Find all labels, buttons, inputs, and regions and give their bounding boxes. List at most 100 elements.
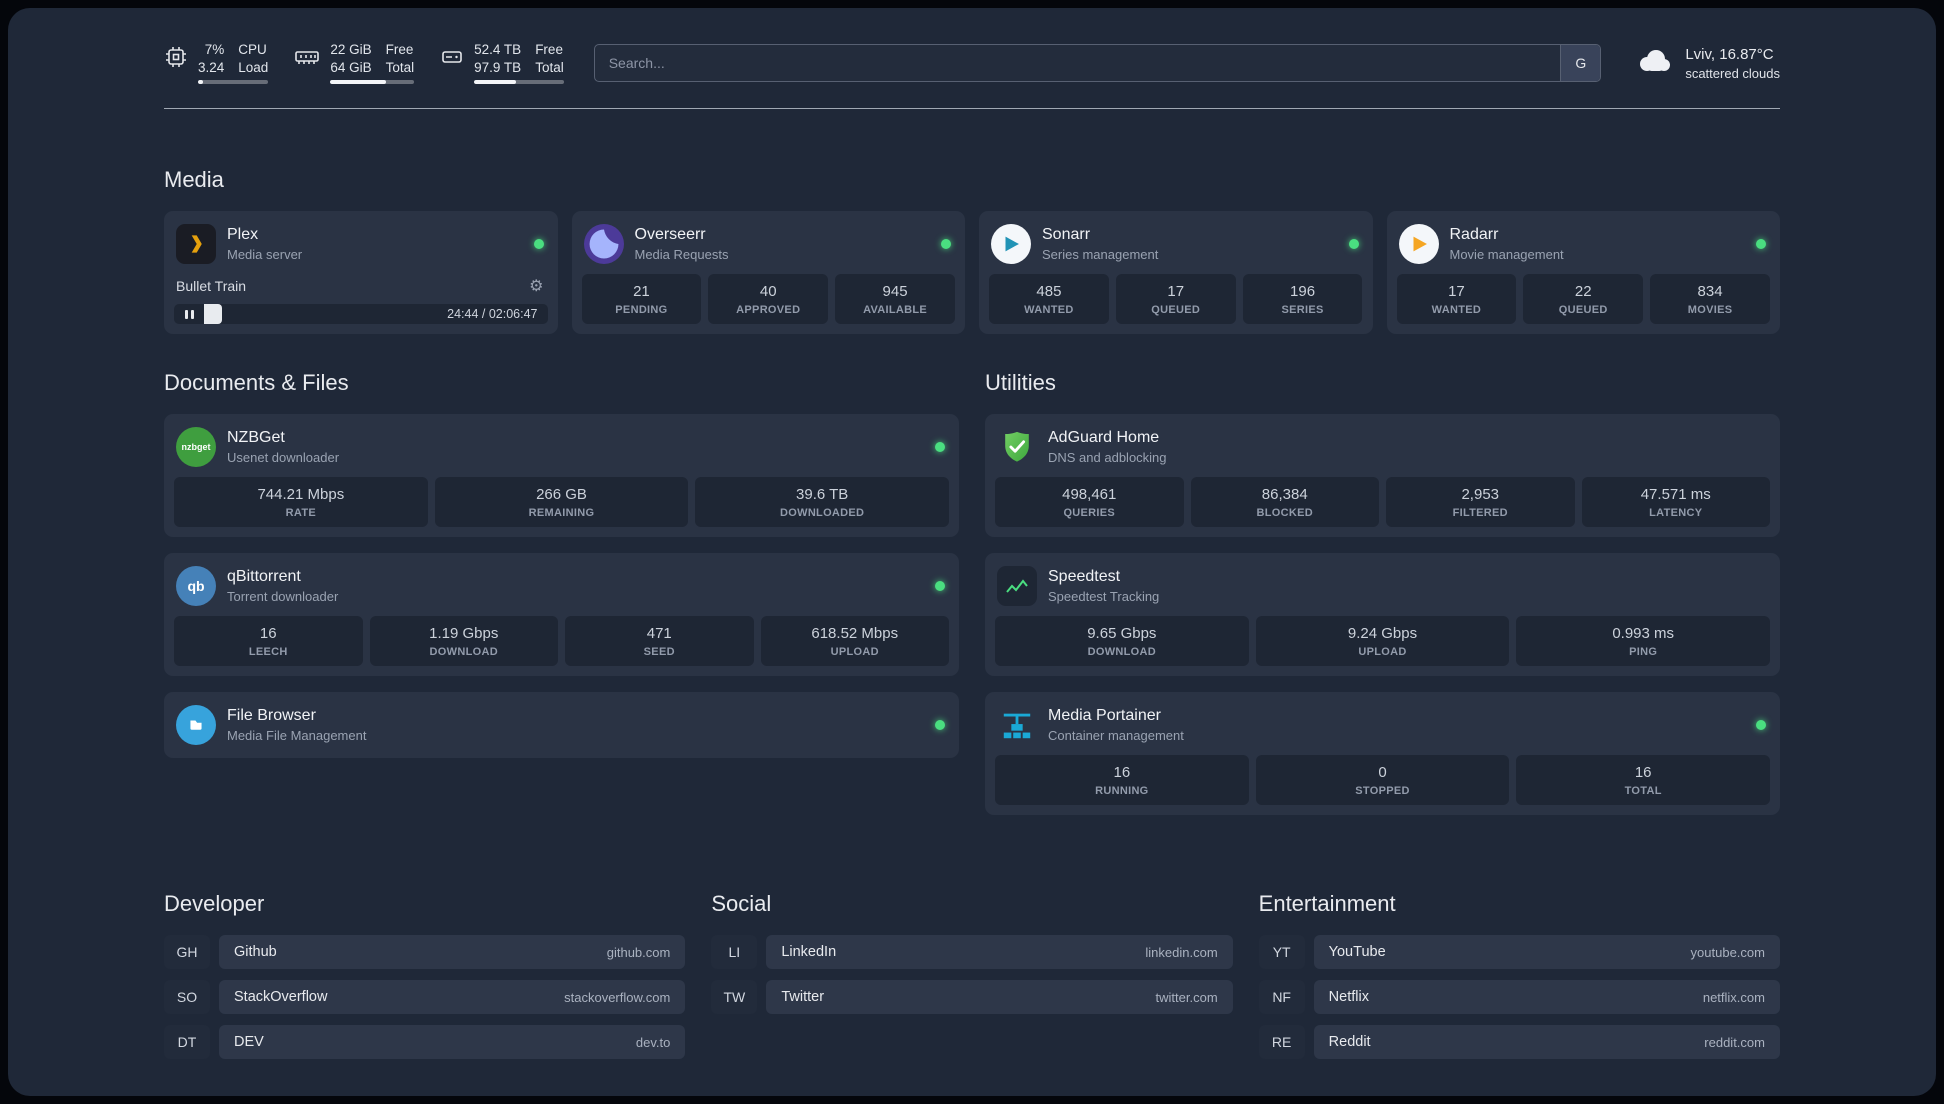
overseerr-card[interactable]: Overseerr Media Requests 21 PENDING 40 A… (571, 211, 965, 334)
search-provider-button[interactable]: G (1560, 45, 1601, 81)
filebrowser-card[interactable]: File Browser Media File Management (164, 692, 959, 758)
section-title-entertainment: Entertainment (1258, 891, 1396, 916)
cpu-percent: 7% (204, 42, 225, 57)
disk-icon (440, 42, 464, 74)
resource-widgets: 7% 3.24 CPU Load (164, 42, 564, 84)
plex-icon (176, 224, 216, 264)
stat-series: 196 SERIES (1242, 274, 1363, 324)
pause-button[interactable] (174, 304, 204, 324)
media-player-bar[interactable]: 24:44 / 02:06:47 (174, 304, 548, 324)
section-title-documents: Documents & Files (164, 370, 349, 395)
search-bar: G (593, 44, 1602, 82)
section-title-social: Social (711, 891, 772, 916)
weather-widget[interactable]: Lviv, 16.87°C scattered clouds (1635, 46, 1780, 81)
bookmark-name: DEV (234, 1034, 264, 1050)
radarr-icon (1398, 224, 1439, 264)
app-name: Speedtest (1048, 568, 1121, 585)
app-description: Media File Management (227, 728, 367, 743)
topbar: 7% 3.24 CPU Load (164, 42, 1780, 84)
bookmark-netflix[interactable]: NF Netflix netflix.com (1258, 980, 1780, 1014)
bookmark-reddit[interactable]: RE Reddit reddit.com (1258, 1025, 1780, 1059)
bookmark-twitter[interactable]: TW Twitter twitter.com (711, 980, 1233, 1014)
radarr-card[interactable]: Radarr Movie management 17 WANTED 22 QUE… (1386, 211, 1780, 334)
app-name: Radarr (1449, 226, 1499, 243)
cpu-icon (164, 42, 188, 74)
app-name: Plex (227, 226, 259, 243)
status-dot (941, 239, 951, 249)
bookmark-github[interactable]: GH Github github.com (164, 935, 686, 969)
cpu-load-label: Load (238, 60, 269, 75)
filebrowser-icon (176, 705, 216, 745)
sonarr-icon (991, 224, 1031, 264)
disk-total-label: Total (535, 60, 564, 75)
disk-free: 52.4 TB (474, 42, 522, 57)
memory-total: 64 GiB (330, 60, 372, 75)
stat-queries: 498,461 QUERIES (995, 477, 1184, 527)
weather-condition: scattered clouds (1685, 65, 1780, 81)
stat-leech: 16 LEECH (174, 616, 363, 666)
bookmark-name: LinkedIn (781, 944, 837, 960)
search-input[interactable] (594, 45, 1561, 81)
weather-location: Lviv, 16.87°C (1685, 45, 1774, 63)
stat-rate: 744.21 Mbps RATE (174, 477, 428, 527)
bookmark-url: linkedin.com (1145, 944, 1218, 960)
dashboard: 7% 3.24 CPU Load (8, 8, 1936, 1096)
bookmark-abbr: LI (711, 935, 758, 969)
nzbget-icon: nzbget (176, 427, 216, 467)
stat-movies: 834 MOVIES (1650, 274, 1770, 324)
playback-time: 24:44 / 02:06:47 (447, 307, 538, 321)
disk-free-label: Free (535, 42, 563, 57)
bookmark-group-entertainment: Entertainment YT YouTube youtube.com NF … (1258, 891, 1780, 1070)
status-dot (1756, 239, 1766, 249)
disk-total: 97.9 TB (474, 60, 522, 75)
adguard-icon (997, 427, 1037, 467)
stat-download: 9.65 Gbps DOWNLOAD (995, 616, 1249, 666)
bookmark-name: Reddit (1328, 1034, 1371, 1050)
bookmark-url: stackoverflow.com (564, 989, 671, 1005)
cpu-widget: 7% 3.24 CPU Load (164, 42, 269, 84)
bookmark-url: youtube.com (1690, 944, 1765, 960)
cpu-label: CPU (238, 42, 267, 57)
cpu-progress-bar (198, 80, 269, 84)
app-description: Speedtest Tracking (1048, 589, 1160, 604)
bookmark-url: dev.to (635, 1034, 671, 1050)
bookmark-linkedin[interactable]: LI LinkedIn linkedin.com (711, 935, 1233, 969)
progress-track[interactable] (204, 304, 435, 324)
bookmark-abbr: NF (1258, 980, 1305, 1014)
bookmark-name: Github (234, 944, 277, 960)
memory-free: 22 GiB (330, 42, 372, 57)
section-title-media: Media (164, 167, 224, 192)
app-description: Container management (1048, 728, 1184, 743)
gear-icon[interactable]: ⚙ (529, 278, 544, 295)
bookmark-stackoverflow[interactable]: SO StackOverflow stackoverflow.com (164, 980, 686, 1014)
plex-card[interactable]: Plex Media server Bullet Train ⚙ 24:44 /… (164, 211, 558, 334)
memory-progress-bar (330, 80, 415, 84)
bookmark-url: reddit.com (1704, 1034, 1765, 1050)
memory-icon (294, 42, 320, 74)
app-name: qBittorrent (227, 568, 301, 585)
speedtest-card[interactable]: Speedtest Speedtest Tracking 9.65 Gbps D… (985, 553, 1780, 676)
app-name: Overseerr (634, 226, 706, 243)
now-playing-title: Bullet Train (176, 278, 247, 294)
status-dot (1348, 239, 1359, 249)
app-description: Usenet downloader (227, 450, 340, 465)
bookmark-name: YouTube (1328, 944, 1386, 960)
app-name: File Browser (227, 707, 316, 724)
bookmark-group-social: Social LI LinkedIn linkedin.com TW Twitt… (711, 891, 1233, 1025)
stat-ping: 0.993 ms PING (1516, 616, 1771, 666)
sonarr-card[interactable]: Sonarr Series management 485 WANTED 17 Q… (979, 211, 1373, 334)
stat-blocked: 86,384 BLOCKED (1190, 477, 1379, 527)
app-description: Media Requests (634, 247, 729, 262)
bookmark-url: netflix.com (1702, 989, 1765, 1005)
adguard-card[interactable]: AdGuard Home DNS and adblocking 498,461 … (985, 414, 1780, 537)
stat-wanted: 17 WANTED (1396, 274, 1517, 324)
nzbget-card[interactable]: nzbget NZBGet Usenet downloader 744.21 M… (164, 414, 959, 537)
memory-widget: 22 GiB 64 GiB Free Total (294, 42, 415, 84)
bookmark-dev[interactable]: DT DEV dev.to (164, 1025, 686, 1059)
bookmark-youtube[interactable]: YT YouTube youtube.com (1258, 935, 1780, 969)
qbittorrent-card[interactable]: qb qBittorrent Torrent downloader 16 LEE… (164, 553, 959, 676)
app-name: Sonarr (1042, 226, 1091, 243)
portainer-card[interactable]: Media Portainer Container management 16 … (985, 692, 1780, 815)
stat-stopped: 0 STOPPED (1255, 755, 1510, 805)
app-description: Movie management (1449, 247, 1564, 262)
